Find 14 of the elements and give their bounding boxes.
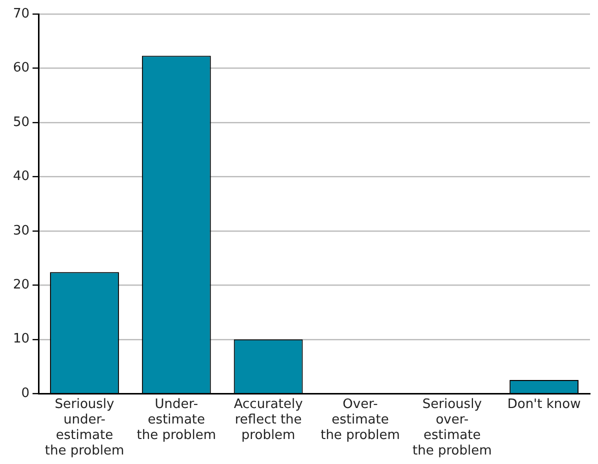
x-tick-label: Under- estimate the problem xyxy=(136,396,216,443)
y-tick-label: 10 xyxy=(12,332,30,347)
x-tick-label: Seriously under- estimate the problem xyxy=(44,396,124,459)
x-tick-label: Don't know xyxy=(507,396,582,412)
y-tick-label: 40 xyxy=(12,169,30,184)
y-tick-label: 0 xyxy=(21,386,30,401)
y-tick-label: 20 xyxy=(12,278,30,293)
y-tick-label: 70 xyxy=(12,6,30,22)
y-tick-label: 60 xyxy=(12,60,30,76)
x-tick-label: Accurately reflect the problem xyxy=(234,396,304,443)
y-tick-label: 50 xyxy=(12,114,30,130)
x-tick-label: Over- estimate the problem xyxy=(320,396,400,443)
x-tick-label: Seriously over- estimate the problem xyxy=(412,396,492,459)
y-tick-label: 30 xyxy=(12,223,30,238)
